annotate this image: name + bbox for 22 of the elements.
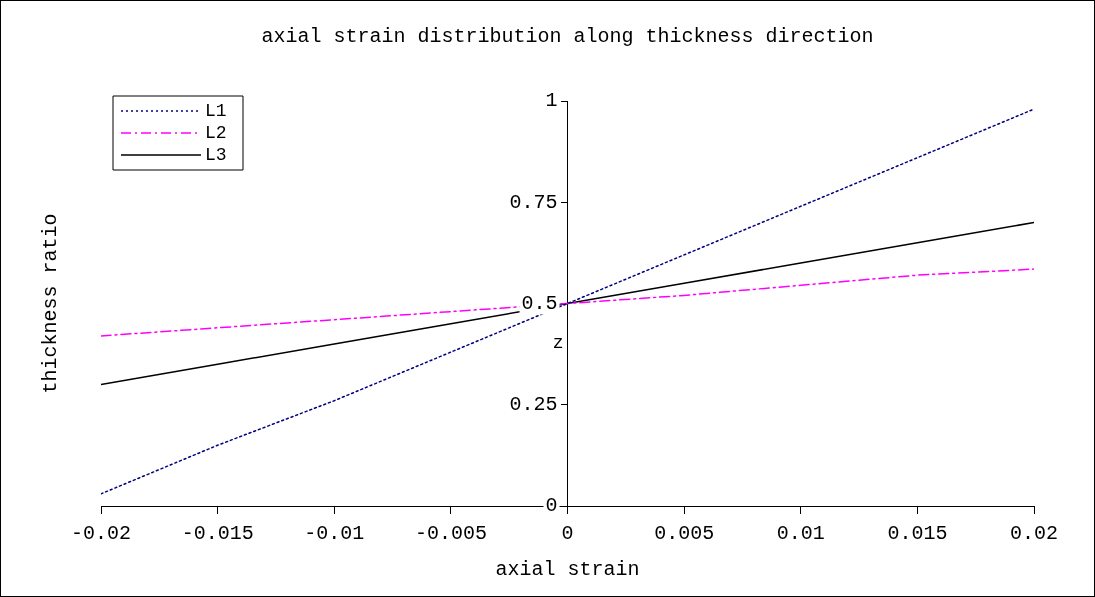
line-series — [101, 268, 1034, 337]
annotation: z — [552, 333, 564, 354]
x-tick-label: 0.015 — [887, 522, 948, 546]
y-tick-label: 0.25 — [509, 393, 558, 417]
chart-title: axial strain distribution along thickness direction — [261, 25, 874, 49]
x-tick-label: 0 — [561, 522, 574, 546]
x-tick-label: -0.015 — [181, 522, 254, 546]
x-axis-title: axial strain — [495, 558, 640, 582]
y-tick-label: 1 — [545, 89, 558, 113]
y-axis-title: thickness ratio — [39, 213, 63, 394]
x-tick-label: -0.02 — [70, 522, 132, 546]
x-tick-label: 0.005 — [654, 522, 715, 546]
x-tick-label: 0.01 — [776, 522, 825, 546]
x-tick-label: 0.02 — [1009, 522, 1059, 546]
x-tick-label: -0.005 — [414, 522, 487, 546]
legend-label: L1 — [205, 100, 227, 121]
y-tick-label: 0.75 — [509, 190, 558, 214]
y-tick-label: 0.5 — [521, 291, 558, 315]
legend-label: L2 — [205, 122, 227, 143]
x-tick-label: -0.01 — [304, 522, 365, 546]
legend-label: L3 — [205, 144, 227, 165]
y-tick-label: 0 — [545, 494, 558, 518]
